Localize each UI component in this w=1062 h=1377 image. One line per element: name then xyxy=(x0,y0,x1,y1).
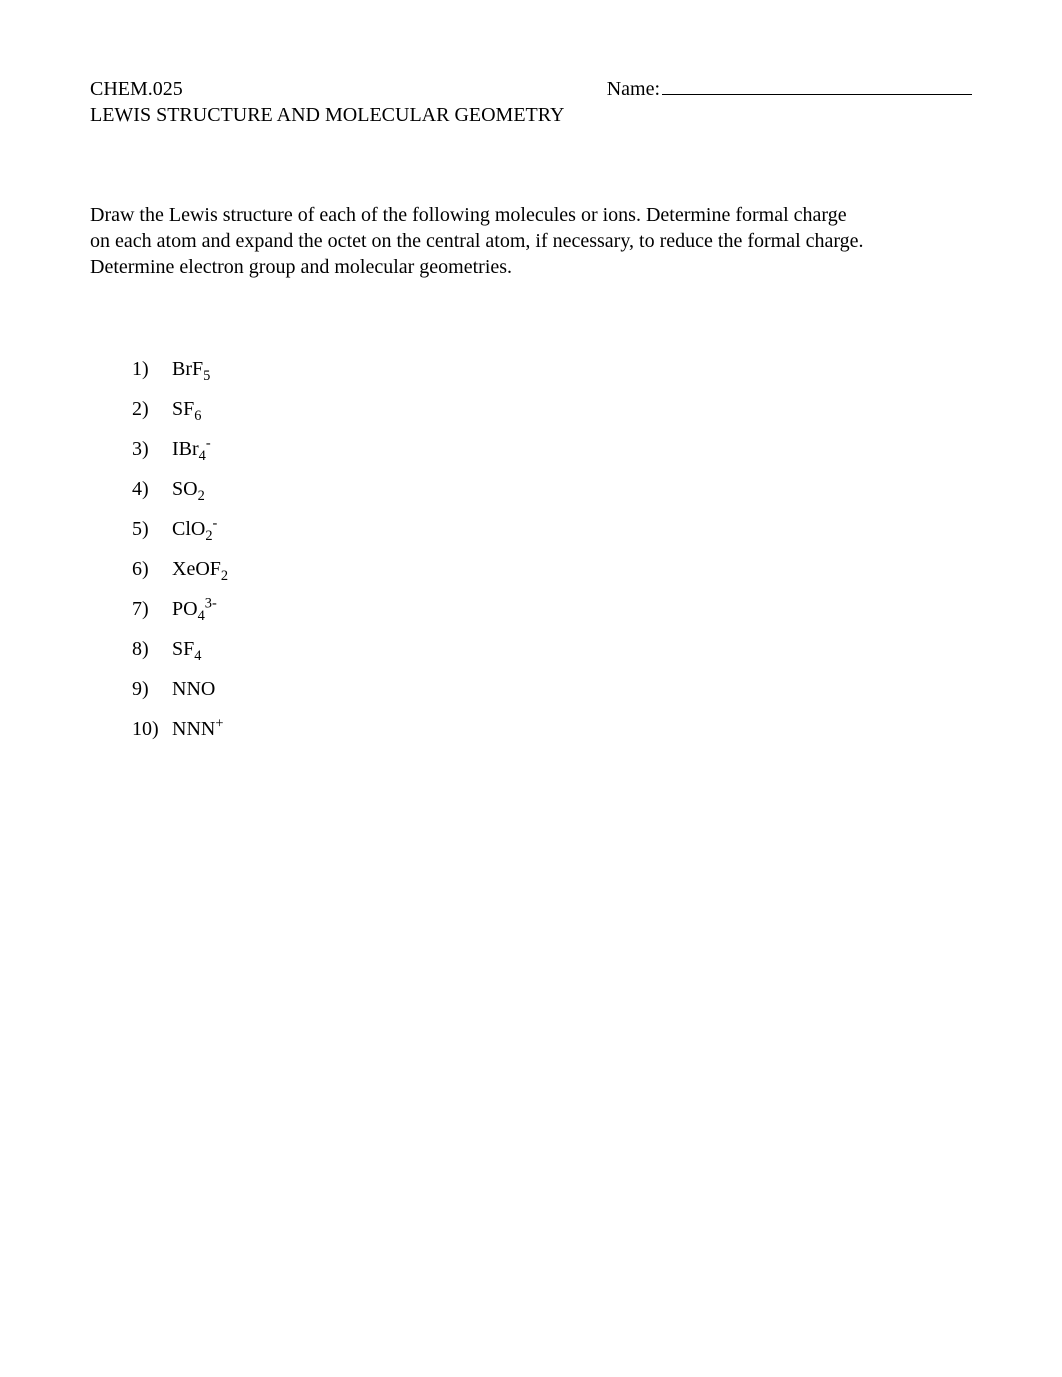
item-formula: SO2 xyxy=(172,478,205,501)
list-item: 5) ClO2- xyxy=(132,518,972,541)
item-number: 3) xyxy=(132,438,172,461)
instructions-line: Determine electron group and molecular g… xyxy=(90,254,972,280)
item-formula: NNO xyxy=(172,678,215,701)
worksheet-header: CHEM.025 Name: xyxy=(90,74,972,102)
list-item: 7) PO43- xyxy=(132,598,972,621)
item-number: 5) xyxy=(132,518,172,541)
list-item: 1) BrF5 xyxy=(132,358,972,381)
item-formula: BrF5 xyxy=(172,358,210,381)
list-item: 2) SF6 xyxy=(132,398,972,421)
item-number: 10) xyxy=(132,718,172,741)
instructions: Draw the Lewis structure of each of the … xyxy=(90,202,972,280)
name-blank-line[interactable] xyxy=(662,74,972,95)
item-formula: SF4 xyxy=(172,638,201,661)
course-code: CHEM.025 xyxy=(90,76,183,102)
item-number: 7) xyxy=(132,598,172,621)
item-number: 1) xyxy=(132,358,172,381)
item-number: 6) xyxy=(132,558,172,581)
item-formula: NNN+ xyxy=(172,718,223,741)
item-number: 2) xyxy=(132,398,172,421)
name-field: Name: xyxy=(607,74,972,102)
instructions-line: Draw the Lewis structure of each of the … xyxy=(90,202,972,228)
item-formula: PO43- xyxy=(172,598,217,621)
problem-list: 1) BrF5 2) SF6 3) IBr4- 4) SO2 5) ClO2- … xyxy=(132,358,972,741)
list-item: 6) XeOF2 xyxy=(132,558,972,581)
list-item: 10) NNN+ xyxy=(132,718,972,741)
item-formula: ClO2- xyxy=(172,518,217,541)
list-item: 8) SF4 xyxy=(132,638,972,661)
worksheet-subtitle: LEWIS STRUCTURE AND MOLECULAR GEOMETRY xyxy=(90,102,972,128)
instructions-line: on each atom and expand the octet on the… xyxy=(90,228,972,254)
list-item: 4) SO2 xyxy=(132,478,972,501)
item-formula: XeOF2 xyxy=(172,558,228,581)
list-item: 9) NNO xyxy=(132,678,972,701)
item-number: 4) xyxy=(132,478,172,501)
item-number: 9) xyxy=(132,678,172,701)
item-formula: SF6 xyxy=(172,398,201,421)
item-number: 8) xyxy=(132,638,172,661)
item-formula: IBr4- xyxy=(172,438,211,461)
list-item: 3) IBr4- xyxy=(132,438,972,461)
name-label: Name: xyxy=(607,76,660,102)
